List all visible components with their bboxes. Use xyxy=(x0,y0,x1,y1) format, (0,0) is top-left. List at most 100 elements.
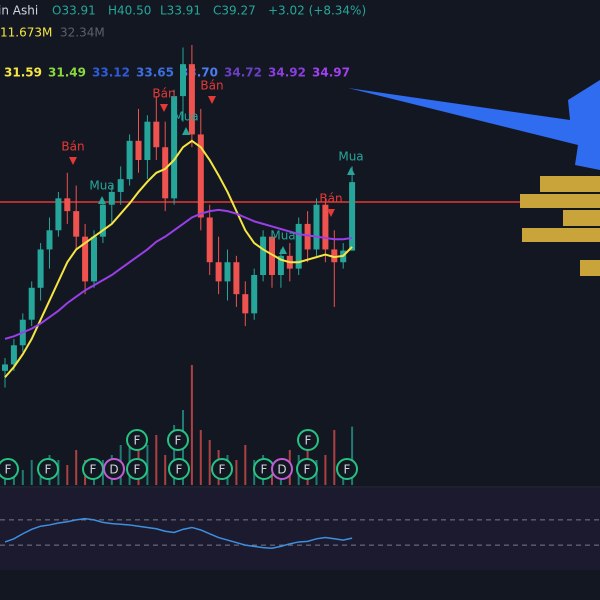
candle-body xyxy=(2,364,8,371)
volume-bar xyxy=(351,426,354,485)
candle-body xyxy=(162,147,169,199)
candle-body xyxy=(144,121,151,160)
event-label: F xyxy=(344,463,351,477)
volume-bar xyxy=(66,465,69,485)
volume-bar xyxy=(190,365,193,485)
ma-label: 31.59 xyxy=(4,66,42,80)
ma-label: 33.12 xyxy=(92,66,130,80)
candle-body xyxy=(55,198,62,231)
candle-body xyxy=(251,275,258,314)
candle-body xyxy=(277,255,284,275)
event-label: F xyxy=(175,434,182,448)
event-badge xyxy=(168,458,190,480)
volume-bar xyxy=(21,470,24,485)
signal-label: Bán xyxy=(152,87,175,101)
event-badge xyxy=(167,429,189,451)
event-label: D xyxy=(109,463,118,477)
signal-arrow xyxy=(182,127,190,135)
event-label: F xyxy=(304,463,311,477)
candle-body xyxy=(82,236,89,282)
candle-body xyxy=(117,179,124,192)
event-badge xyxy=(296,458,318,480)
signal-label: Mua xyxy=(173,110,198,124)
rsi-pane xyxy=(0,488,600,570)
signal-arrow xyxy=(69,157,77,165)
change: +3.02 (+8.34%) xyxy=(268,4,366,18)
candle-body xyxy=(126,140,133,180)
volume-bar xyxy=(235,460,238,485)
candle-body xyxy=(304,223,311,250)
event-label: F xyxy=(305,434,312,448)
signal-arrow xyxy=(279,246,287,254)
event-badge xyxy=(103,458,125,480)
ma-label: 34.92 xyxy=(268,66,306,80)
arrow xyxy=(348,80,600,170)
ma-line xyxy=(4,208,353,340)
candle-body xyxy=(73,211,80,237)
candle-body xyxy=(322,204,329,250)
volume-bar xyxy=(244,445,247,485)
candle-body xyxy=(171,96,178,199)
candle-body xyxy=(99,204,106,237)
event-label: F xyxy=(219,463,226,477)
volume-bar xyxy=(75,450,78,485)
volume-ma: 32.34M xyxy=(60,26,105,40)
signal-label: Bán xyxy=(319,192,342,206)
event-label: F xyxy=(261,463,268,477)
volume-bar xyxy=(155,435,158,485)
signal-label: Mua xyxy=(270,229,295,243)
candle-body xyxy=(215,262,222,282)
candle-body xyxy=(206,217,213,263)
event-label: F xyxy=(134,463,141,477)
volume-bar xyxy=(30,460,33,485)
candle-body xyxy=(46,230,53,250)
event-badge xyxy=(271,458,293,480)
open: O33.91 xyxy=(52,4,96,18)
volume-bar xyxy=(208,440,211,485)
candle-body xyxy=(28,287,35,320)
signal-arrow xyxy=(327,209,335,217)
event-badge xyxy=(0,458,19,480)
candle-body xyxy=(108,191,115,205)
volume-bar xyxy=(199,430,202,485)
close: C39.27 xyxy=(213,4,256,18)
volume: 11.673M xyxy=(0,26,52,40)
signal-label: Bán xyxy=(200,79,223,93)
candle-body xyxy=(224,262,231,282)
low: L33.91 xyxy=(160,4,201,18)
volume-bar xyxy=(173,425,176,485)
high: H40.50 xyxy=(108,4,151,18)
candle-body xyxy=(349,182,356,251)
event-label: D xyxy=(277,463,286,477)
candle-body xyxy=(10,345,17,365)
candle-body xyxy=(313,204,320,250)
candle-body xyxy=(233,262,240,295)
candle-body xyxy=(91,236,97,282)
volume-profile xyxy=(520,176,600,276)
candle-body xyxy=(180,64,186,97)
signal-label: Mua xyxy=(89,179,114,193)
candle-body xyxy=(197,134,204,218)
candle-body xyxy=(135,140,142,160)
candle-body xyxy=(153,121,160,148)
event-label: F xyxy=(5,463,12,477)
ma-label: 34.72 xyxy=(224,66,262,80)
event-label: F xyxy=(176,463,183,477)
ma-label: 31.49 xyxy=(48,66,86,80)
event-badge xyxy=(37,458,59,480)
event-badge xyxy=(211,458,233,480)
event-label: F xyxy=(45,463,52,477)
candle-body xyxy=(260,236,267,275)
event-label: F xyxy=(90,463,97,477)
candle-body xyxy=(64,198,71,212)
event-badge xyxy=(297,429,319,451)
signal-arrow xyxy=(208,96,216,104)
signal-arrow xyxy=(160,104,168,112)
ma-line xyxy=(4,139,353,378)
candle-body xyxy=(37,249,44,288)
event-label: F xyxy=(134,434,141,448)
volume-bar xyxy=(164,455,167,485)
rsi-line xyxy=(4,517,353,550)
candle-body xyxy=(331,249,338,263)
